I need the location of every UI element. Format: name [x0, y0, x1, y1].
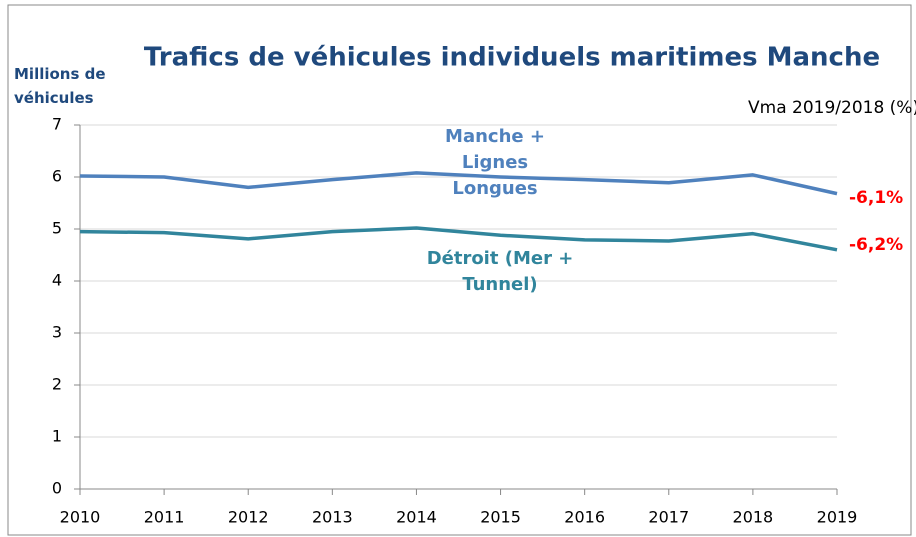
annotation: -6,1%: [849, 188, 903, 208]
y-tick-label: 6: [52, 167, 62, 186]
x-tick-label: 2010: [60, 508, 101, 527]
x-tick-label: 2013: [312, 508, 353, 527]
y-tick-label: 3: [52, 323, 62, 342]
y-axis-label: Millions de véhicules: [14, 65, 106, 107]
series-line: [79, 171, 838, 196]
y-tick-label: 7: [52, 115, 62, 134]
chart-border: [7, 4, 912, 536]
x-tick-label: 2015: [480, 508, 521, 527]
series-label: Manche + Lignes Longues: [445, 126, 545, 199]
annotation: -6,2%: [849, 235, 903, 255]
chart-title: Trafics de véhicules individuels maritim…: [144, 43, 880, 73]
x-tick-label: 2014: [396, 508, 437, 527]
x-tick-label: 2019: [817, 508, 858, 527]
series-label: Détroit (Mer + Tunnel): [426, 248, 574, 295]
annotation: Vma 2019/2018 (%): [748, 98, 916, 118]
x-tick-label: 2011: [144, 508, 185, 527]
y-tick-label: 0: [52, 479, 62, 498]
x-tick-label: 2017: [648, 508, 689, 527]
x-tick-label: 2012: [228, 508, 269, 527]
y-tick-label: 2: [52, 375, 62, 394]
y-tick-label: 5: [52, 219, 62, 238]
series-line: [79, 226, 838, 252]
x-tick-label: 2018: [733, 508, 774, 527]
y-tick-label: 4: [52, 271, 62, 290]
x-tick-label: 2016: [564, 508, 605, 527]
y-tick-label: 1: [52, 427, 62, 446]
